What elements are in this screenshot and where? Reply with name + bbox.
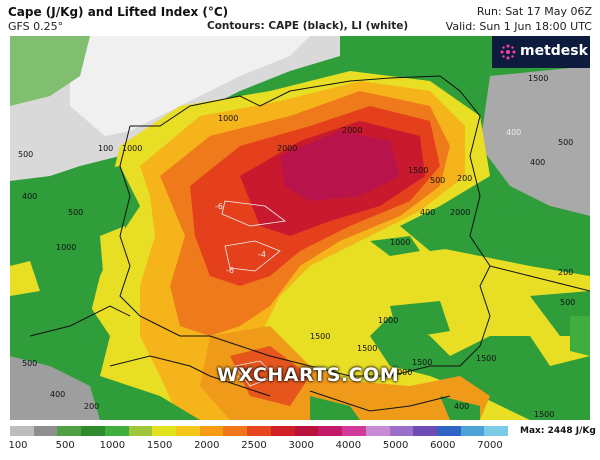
legend-tick-label: 1500 bbox=[146, 440, 173, 451]
cape-contour-label: 500 bbox=[68, 208, 84, 217]
max-value-label: Max: 2448 J/Kg bbox=[520, 426, 596, 436]
model-label: GFS 0.25° bbox=[8, 20, 64, 33]
metdesk-name: metdesk bbox=[520, 43, 588, 59]
valid-label: Valid: Sun 1 Jun 18:00 UTC bbox=[445, 20, 592, 33]
li-contour-label: -6 bbox=[215, 202, 223, 211]
cape-contour-label: 1500 bbox=[528, 74, 549, 83]
cape-contour-label: 500 bbox=[430, 176, 446, 185]
legend-swatch bbox=[247, 426, 271, 436]
cape-contour-label: 1500 bbox=[357, 344, 378, 353]
cape-contour-label: 1500 bbox=[310, 332, 331, 341]
legend-ticks: 100 500 1000 1500 2000 2500 3000 4000 5000 6000 70… bbox=[0, 440, 600, 454]
cape-contour-label: 500 bbox=[22, 359, 38, 368]
cape-contour-label: 2000 bbox=[277, 144, 298, 153]
legend-tick-label: 100 bbox=[8, 440, 28, 451]
legend-swatch bbox=[413, 426, 437, 436]
legend-tick-label: 7000 bbox=[477, 440, 503, 451]
legend-swatch bbox=[389, 426, 414, 436]
legend-tick-label: 4000 bbox=[335, 440, 362, 451]
metdesk-logo: metdesk bbox=[492, 36, 590, 68]
legend-tick-label: 5000 bbox=[382, 440, 409, 451]
legend-swatch bbox=[318, 426, 343, 436]
legend-tick-label: 3000 bbox=[288, 440, 314, 451]
legend-swatch bbox=[128, 426, 153, 436]
cape-contour-label: 100 bbox=[98, 144, 114, 153]
legend-swatch bbox=[223, 426, 248, 436]
chart-title: Cape (J/Kg) and Lifted Index (°C) bbox=[8, 5, 229, 19]
legend-swatch bbox=[484, 426, 509, 436]
cape-contour-label: 1500 bbox=[476, 354, 497, 363]
legend-swatch bbox=[152, 426, 177, 436]
cape-contour-label: 1000 bbox=[122, 144, 143, 153]
chart-header: Cape (J/Kg) and Lifted Index (°C) GFS 0.… bbox=[0, 0, 600, 36]
legend-swatch bbox=[33, 426, 58, 436]
li-contour-label: -4 bbox=[258, 250, 266, 259]
cape-contour-label: 400 bbox=[530, 158, 546, 167]
legend-swatch bbox=[199, 426, 224, 436]
cape-contour-label: 1000 bbox=[392, 368, 413, 377]
legend-swatch bbox=[81, 426, 105, 436]
cape-field bbox=[10, 36, 590, 420]
legend-swatch bbox=[176, 426, 200, 436]
legend-swatch bbox=[436, 426, 461, 436]
li-contour-label: -2 bbox=[236, 372, 244, 381]
legend-swatch bbox=[365, 426, 390, 436]
cape-contour-label: 1500 bbox=[408, 166, 429, 175]
legend-tick-label: 2500 bbox=[241, 440, 267, 451]
cape-contour-label: 400 bbox=[454, 402, 470, 411]
cape-contour-label: 2000 bbox=[342, 126, 363, 135]
cape-contour-label: 200 bbox=[558, 268, 574, 277]
cape-contour-label: 200 bbox=[457, 174, 473, 183]
li-contour-label: -6 bbox=[226, 266, 234, 275]
legend-swatch bbox=[460, 426, 485, 436]
cape-contour-label: 500 bbox=[558, 138, 574, 147]
legend-swatch bbox=[10, 426, 34, 436]
cape-contour-label: 1000 bbox=[56, 243, 77, 252]
cape-contour-label: 400 bbox=[22, 192, 38, 201]
legend-swatch bbox=[342, 426, 366, 436]
legend-swatch bbox=[104, 426, 129, 436]
legend-swatch bbox=[270, 426, 295, 436]
legend-tick-label: 1000 bbox=[99, 440, 126, 451]
contours-label: Contours: CAPE (black), LI (white) bbox=[207, 20, 409, 32]
cape-contour-label: 1500 bbox=[534, 410, 555, 419]
legend-tick-label: 500 bbox=[55, 440, 75, 451]
legend-tick-label: 6000 bbox=[430, 440, 456, 451]
cape-contour-label: 500 bbox=[18, 150, 34, 159]
metdesk-icon bbox=[500, 44, 516, 60]
legend-swatch bbox=[57, 426, 82, 436]
color-scale-legend bbox=[10, 426, 509, 436]
cape-contour-label: 1000 bbox=[218, 114, 239, 123]
legend-swatch bbox=[294, 426, 319, 436]
wxcharts-watermark: WXCHARTS.COM bbox=[217, 364, 400, 386]
cape-contour-label: 1500 bbox=[412, 358, 433, 367]
cape-contour-label: 1000 bbox=[390, 238, 411, 247]
run-label: Run: Sat 17 May 06Z bbox=[476, 5, 592, 18]
cape-contour-label: 2000 bbox=[450, 208, 471, 217]
cape-contour-label: 400 bbox=[420, 208, 436, 217]
cape-contour-label: 1000 bbox=[378, 316, 399, 325]
cape-contour-label: 200 bbox=[84, 402, 100, 411]
legend-tick-label: 2000 bbox=[194, 440, 220, 451]
cape-map: 1000 2000 2000 1000 500 400 500 1000 150… bbox=[10, 36, 590, 420]
cape-contour-label: 400 bbox=[50, 390, 66, 399]
cape-contour-label: 500 bbox=[560, 298, 576, 307]
cape-contour-label: 400 bbox=[506, 128, 522, 137]
